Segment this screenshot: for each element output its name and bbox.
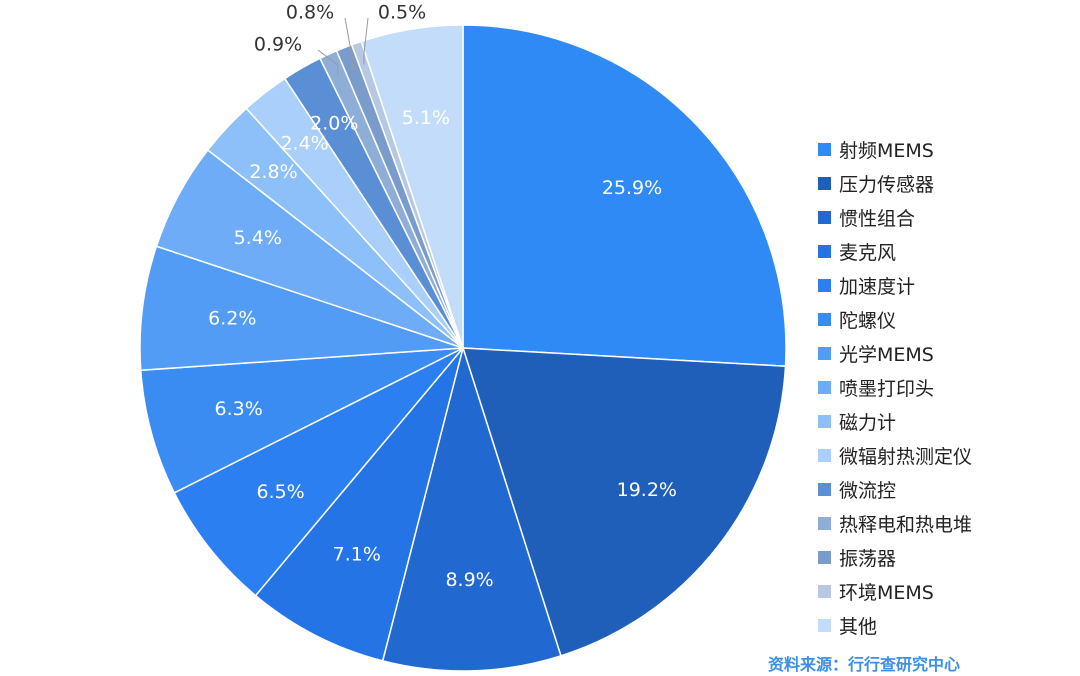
data-label-1: 19.2% — [617, 479, 677, 501]
data-label-5: 6.3% — [215, 398, 263, 420]
data-label-8: 2.8% — [249, 161, 297, 183]
legend-item-7: 喷墨打印头 — [818, 370, 972, 404]
legend-swatch-0 — [818, 142, 831, 156]
legend-swatch-12 — [818, 550, 831, 564]
pie-slice-3 — [254, 347, 464, 662]
leader-lines — [317, 17, 369, 75]
legend-swatch-11 — [818, 516, 831, 530]
legend-item-4: 加速度计 — [818, 268, 972, 302]
legend-item-5: 陀螺仪 — [818, 302, 972, 336]
pie-slice-2 — [381, 345, 562, 672]
data-label-4: 6.5% — [256, 481, 304, 503]
legend-item-14: 其他 — [818, 608, 972, 642]
pie-slice-1 — [461, 347, 787, 657]
legend-label-1: 压力传感器 — [839, 173, 935, 196]
legend-label-11: 热释电和热电堆 — [839, 513, 973, 536]
legend-swatch-7 — [818, 380, 831, 394]
legend-label-13: 环境MEMS — [839, 581, 934, 604]
data-label-12: 0.8% — [286, 2, 334, 24]
legend-item-1: 压力传感器 — [818, 166, 972, 200]
legend-item-6: 光学MEMS — [818, 336, 972, 370]
legend-label-6: 光学MEMS — [839, 343, 934, 366]
data-label-0: 25.9% — [602, 177, 662, 199]
legend-label-0: 射频MEMS — [839, 139, 934, 162]
legend-label-9: 微辐射热测定仪 — [839, 445, 973, 468]
legend-label-7: 喷墨打印头 — [839, 377, 935, 400]
source-note: 资料来源：行行查研究中心 — [768, 655, 961, 674]
data-label-6: 6.2% — [208, 307, 256, 329]
legend-swatch-6 — [818, 346, 831, 360]
legend-swatch-4 — [818, 278, 831, 292]
legend-item-0: 射频MEMS — [818, 132, 972, 166]
legend-item-11: 热释电和热电堆 — [818, 506, 972, 540]
legend-swatch-5 — [818, 312, 831, 326]
legend-item-3: 麦克风 — [818, 234, 972, 268]
legend-label-4: 加速度计 — [839, 275, 916, 298]
leader-line-13 — [363, 17, 369, 65]
legend-item-12: 振荡器 — [818, 540, 972, 574]
legend-label-2: 惯性组合 — [839, 207, 916, 230]
data-label-9: 2.4% — [280, 132, 328, 154]
data-labels: 25.9% 19.2% 8.9% 7.1% 6.5% 6.3% 6.2% 5.4% 2.8% 2.… — [208, 2, 677, 592]
legend-item-10: 微流控 — [818, 472, 972, 506]
legend-label-14: 其他 — [839, 615, 878, 638]
pie-slice-4 — [173, 347, 464, 597]
pie-slice-0 — [462, 24, 787, 368]
legend-swatch-14 — [818, 618, 831, 632]
data-label-2: 8.9% — [445, 569, 493, 591]
legend-item-9: 微辐射热测定仪 — [818, 438, 972, 472]
legend-swatch-2 — [818, 210, 831, 224]
pie-slice-5 — [139, 347, 464, 494]
legend-item-2: 惯性组合 — [818, 200, 972, 234]
data-label-7: 5.4% — [234, 227, 282, 249]
leader-line-11 — [317, 49, 339, 75]
legend: 射频MEMS 压力传感器惯性组合麦克风加速度计陀螺仪光学MEMS 喷墨打印头磁力计微… — [818, 132, 972, 642]
legend-label-3: 麦克风 — [839, 241, 897, 264]
legend-swatch-8 — [818, 414, 831, 428]
data-label-13: 0.5% — [378, 2, 426, 24]
pie-slice-6 — [139, 245, 464, 372]
legend-label-10: 微流控 — [839, 479, 897, 502]
pie-slices — [139, 24, 787, 672]
pie-slice-14 — [360, 24, 464, 349]
legend-swatch-1 — [818, 176, 831, 190]
data-label-11: 0.9% — [254, 34, 302, 56]
leader-line-12 — [344, 17, 353, 69]
data-label-14: 5.1% — [402, 107, 450, 129]
legend-item-13: 环境MEMS — [818, 574, 972, 608]
legend-label-12: 振荡器 — [839, 547, 897, 570]
legend-swatch-10 — [818, 482, 831, 496]
legend-label-5: 陀螺仪 — [839, 309, 897, 332]
legend-label-8: 磁力计 — [839, 411, 897, 434]
legend-swatch-9 — [818, 448, 831, 462]
data-label-10: 2.0% — [310, 112, 358, 134]
legend-swatch-3 — [818, 244, 831, 258]
data-label-3: 7.1% — [333, 543, 381, 565]
legend-item-8: 磁力计 — [818, 404, 972, 438]
legend-swatch-13 — [818, 584, 831, 598]
